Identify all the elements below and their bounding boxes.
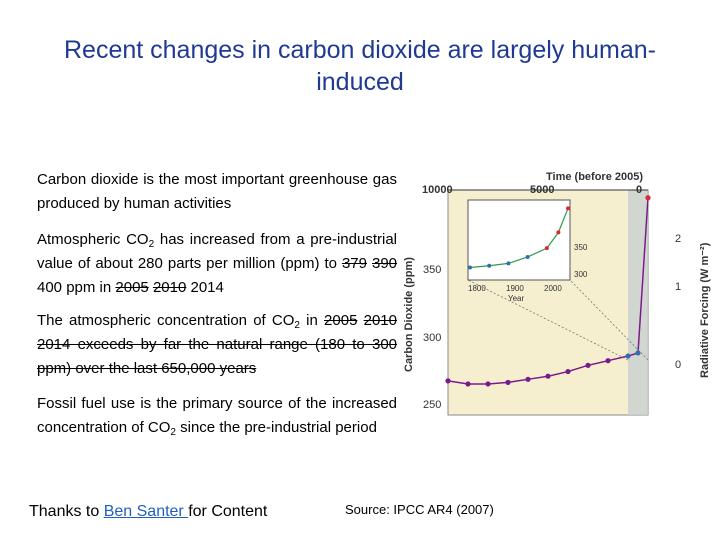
main-series-point [545, 373, 551, 379]
main-series-point [445, 378, 451, 384]
y-tick-300: 300 [423, 332, 441, 344]
right-tick-0: 0 [675, 359, 681, 371]
inset-series-point [566, 206, 570, 211]
main-series-point [605, 358, 611, 364]
main-series-point [625, 353, 631, 359]
main-series-point [485, 381, 491, 387]
main-series-point [505, 379, 511, 386]
y-tick-350: 350 [423, 264, 441, 276]
co2-figure: Time (before 2005) 10000 5000 0 Carbon D… [400, 160, 718, 425]
slide-title: Recent changes in carbon dioxide are lar… [63, 36, 657, 96]
right-axis-label: Radiative Forcing (W m⁻²) [699, 242, 711, 378]
co2-chart: Time (before 2005) 10000 5000 0 Carbon D… [403, 171, 711, 416]
main-series-point [465, 381, 471, 387]
main-series-point [525, 376, 531, 382]
top-tick-5000: 5000 [530, 184, 554, 196]
inset-x-tick-1900: 1900 [506, 284, 524, 293]
inset-y-tick-300: 300 [574, 270, 588, 279]
bullet-3: The atmospheric concentration of CO2 in … [37, 312, 397, 377]
main-series-point [585, 362, 591, 368]
main-series-point [565, 368, 571, 375]
y-tick-250: 250 [423, 399, 441, 411]
inset-x-tick-2000: 2000 [544, 284, 562, 293]
inset-series-point [487, 263, 492, 268]
zoom-line-right [569, 279, 649, 361]
inset-series-point [468, 265, 472, 270]
main-series [445, 195, 651, 387]
y-axis-label: Carbon Dioxide (ppm) [403, 257, 415, 372]
inset-y-tick-350: 350 [574, 243, 588, 252]
credit-line: Thanks to Ben Santer for Content [29, 503, 268, 520]
source-note: Source: IPCC AR4 (2007) [345, 502, 494, 517]
inset-series [468, 206, 570, 270]
inset-x-tick-1800: 1800 [468, 284, 486, 293]
inset-series-point [544, 246, 549, 251]
chart-title: Time (before 2005) [546, 171, 643, 183]
inset-series-point [525, 254, 530, 259]
main-series-point [645, 195, 651, 201]
inset-x-label: Year [508, 294, 525, 303]
bullet-4: Fossil fuel use is the primary source of… [37, 395, 397, 438]
right-tick-1: 1 [675, 281, 681, 293]
santer-link[interactable]: Ben Santer [103, 503, 189, 520]
right-tick-2: 2 [675, 233, 681, 245]
bullet-1: Carbon dioxide is the most important gre… [37, 171, 397, 212]
inset-series-point [556, 230, 561, 235]
top-tick-0: 0 [636, 184, 642, 196]
recent-band [628, 190, 648, 415]
bullet-2: Atmospheric CO2 has increased from a pre… [37, 231, 398, 296]
zoom-line-left [467, 279, 629, 361]
top-tick-10000: 10000 [422, 184, 453, 196]
inset-panel [467, 199, 571, 281]
inset-series-point [506, 261, 511, 266]
